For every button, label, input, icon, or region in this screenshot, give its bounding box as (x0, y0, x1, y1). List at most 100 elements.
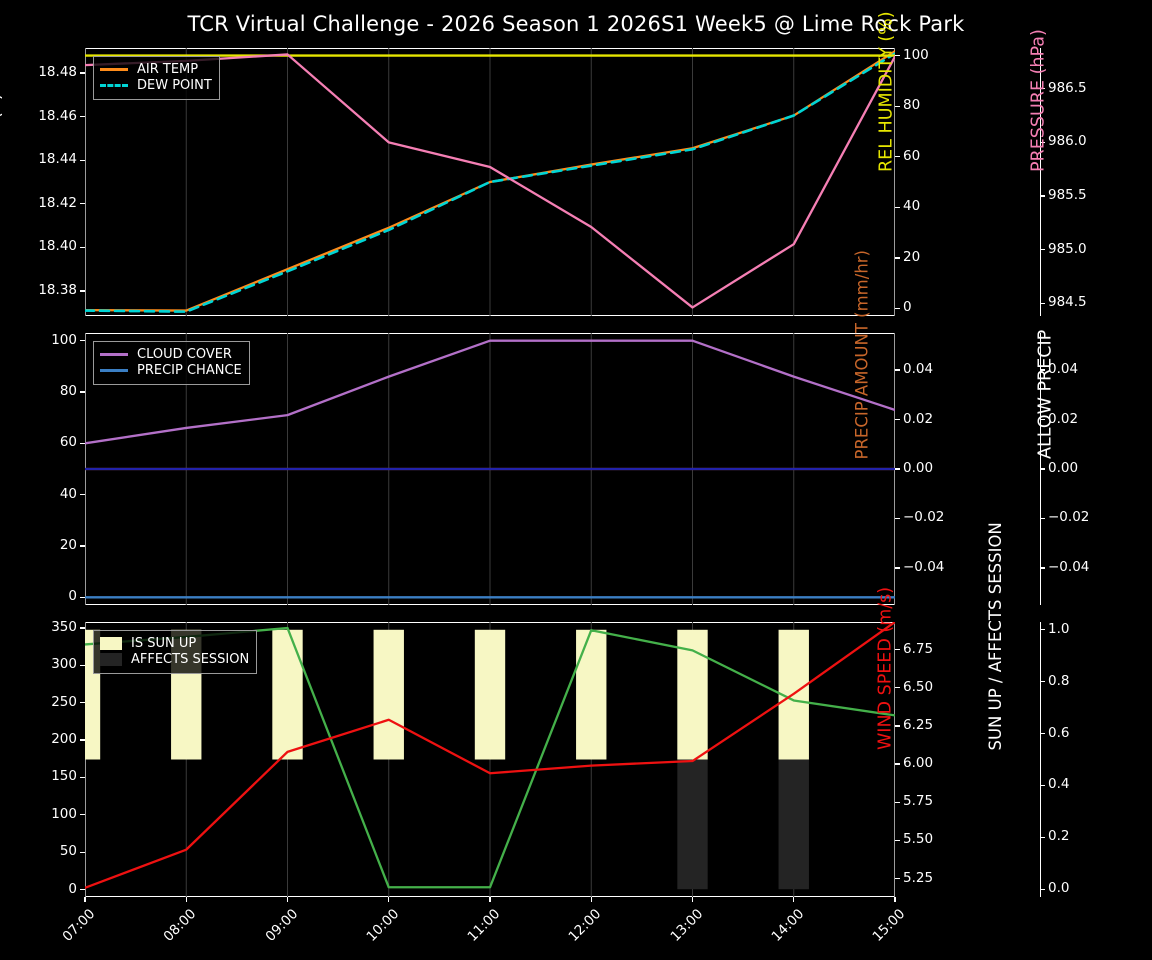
is-sun-up-bar (373, 629, 404, 760)
axis-tick (895, 801, 900, 803)
axis-tick (895, 257, 900, 259)
axis-tick-label: 20 (59, 536, 77, 553)
axis-tick-label: 6.00 (903, 755, 934, 772)
axis-title-wind-speed: WIND SPEED (m/s) (875, 586, 896, 750)
axis-tick-label: 0.2 (1048, 828, 1070, 845)
axis-tick-label: 18.44 (38, 151, 77, 168)
legend-label: AIR TEMP (137, 62, 199, 77)
axis-tick (80, 627, 85, 629)
legend-entry: AFFECTS SESSION (100, 652, 249, 667)
axis-tick-label: 6.25 (903, 716, 934, 733)
axis-tick (80, 596, 85, 598)
plot-panel-cloud-precip: CLOUD COVER PRECIP CHANCE (85, 333, 895, 605)
axis-tick-label: 985.5 (1048, 186, 1087, 203)
axis-title-pressure: PRESSURE (hPa) (1028, 29, 1049, 172)
axis-tick-label: 80 (59, 383, 77, 400)
axis-tick-label: 986.5 (1048, 79, 1087, 96)
legend-label: PRECIP CHANCE (137, 363, 242, 378)
axis-tick-label: 0.8 (1048, 672, 1070, 689)
axis-tick-label: 984.5 (1048, 294, 1087, 311)
plot-panel-weather-top: AIR TEMP DEW POINT (85, 48, 895, 316)
axis-tick (895, 369, 900, 371)
axis-tick-label: 6.50 (903, 678, 934, 695)
axis-tick-label: −0.04 (1048, 558, 1090, 575)
axis-tick-label: 18.48 (38, 64, 77, 81)
axis-tick-label: 6.75 (903, 640, 934, 657)
outer-axis-spine (1040, 622, 1042, 897)
axis-tick (1040, 732, 1045, 735)
axis-tick-label: 350 (51, 618, 77, 635)
legend-wind-sun[interactable]: IS SUN UP AFFECTS SESSION (93, 630, 258, 674)
axis-tick (1040, 517, 1045, 520)
axis-tick (1040, 468, 1045, 470)
series-line-dew-point (85, 52, 895, 313)
x-axis-tick-label: 13:00 (666, 906, 706, 945)
axis-tick-label: −0.02 (903, 509, 945, 526)
axis-tick-label: 0.4 (1048, 776, 1070, 793)
legend-label: DEW POINT (137, 78, 212, 93)
axis-tick (80, 290, 85, 292)
axis-tick (895, 648, 900, 651)
x-axis-tick-label: 15:00 (869, 906, 909, 945)
is-sun-up-bar (576, 629, 607, 760)
legend-swatch (100, 353, 128, 356)
axis-tick-label: −0.02 (1048, 509, 1090, 526)
axis-tick (1040, 567, 1045, 569)
plot-area (85, 333, 895, 605)
axis-tick-label: 0.04 (903, 361, 934, 378)
x-axis-tick-label: 10:00 (363, 906, 403, 945)
axis-tick-label: 150 (51, 768, 77, 785)
is-sun-up-bar (272, 629, 303, 760)
is-sun-up-bar (474, 629, 506, 760)
axis-tick-label: 0 (68, 588, 77, 605)
x-axis-tick-label: 09:00 (261, 906, 301, 945)
axis-tick (1040, 888, 1045, 890)
axis-tick (80, 246, 85, 249)
axis-tick-label: 0 (903, 299, 912, 316)
axis-tick (80, 814, 85, 816)
axis-tick (895, 468, 900, 470)
axis-tick (80, 664, 85, 667)
x-axis-tick (590, 897, 592, 902)
axis-title-temp: TEMP (C) (0, 93, 5, 172)
axis-tick (1040, 681, 1045, 683)
legend-label: CLOUD COVER (137, 347, 232, 362)
axis-tick (80, 888, 85, 891)
axis-tick-label: 0.6 (1048, 724, 1070, 741)
legend-entry: AIR TEMP (100, 62, 212, 77)
legend-swatch (100, 653, 122, 666)
axis-tick (80, 739, 85, 741)
axis-tick-label: 60 (903, 147, 921, 164)
legend-cloud-precip[interactable]: CLOUD COVER PRECIP CHANCE (93, 341, 250, 385)
axis-tick (1040, 418, 1045, 421)
axis-tick-label: 0.04 (1048, 361, 1079, 378)
axis-tick (895, 567, 900, 569)
axis-tick (1040, 784, 1045, 787)
axis-tick (80, 702, 85, 704)
axis-tick (1040, 141, 1045, 144)
legend-swatch (100, 637, 122, 650)
x-axis-tick (793, 897, 795, 902)
axis-tick-label: 0.00 (1048, 460, 1079, 476)
axis-tick (895, 763, 900, 765)
axis-tick (895, 418, 900, 421)
series-line-pressure (85, 53, 895, 309)
axis-tick-label: 250 (51, 693, 77, 710)
plot-panel-wind-sun: IS SUN UP AFFECTS SESSION (85, 622, 895, 897)
axis-tick-label: 0 (68, 880, 77, 897)
affects-session-bar (778, 759, 809, 890)
x-axis-tick (286, 897, 289, 902)
x-axis-tick (84, 897, 86, 902)
affects-session-bar (677, 759, 708, 890)
axis-title-precip-amount: PRECIP AMOUNT (mm/hr) (852, 250, 872, 460)
legend-weather-top[interactable]: AIR TEMP DEW POINT (93, 56, 220, 100)
axis-tick (1040, 248, 1045, 251)
axis-tick-label: −0.04 (903, 558, 945, 575)
x-axis-tick (489, 897, 491, 902)
x-axis-tick-label: 11:00 (464, 906, 504, 945)
axis-tick-label: 100 (51, 805, 77, 822)
axis-tick (895, 156, 900, 158)
axis-tick-label: 300 (51, 656, 77, 673)
axis-tick-label: 0.0 (1048, 880, 1070, 897)
axis-tick-label: 1.0 (1048, 620, 1070, 637)
